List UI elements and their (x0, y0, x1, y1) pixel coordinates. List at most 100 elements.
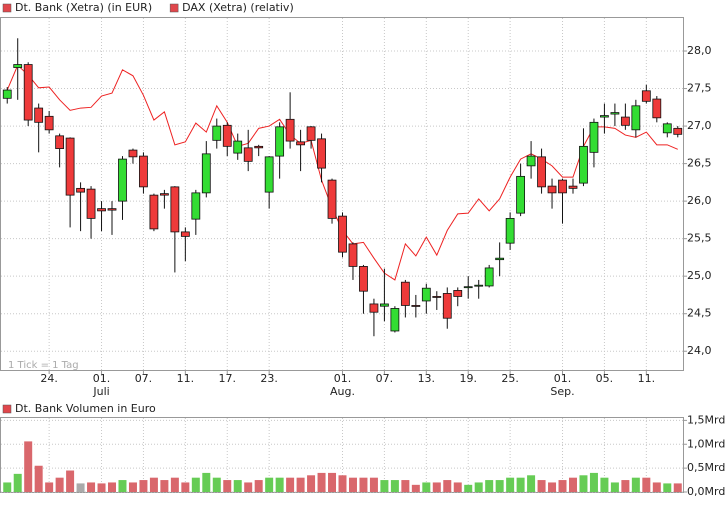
y-tick-label: 24,5 (687, 307, 712, 320)
legend-swatch (2, 404, 12, 414)
volume-bar (286, 477, 295, 492)
candle-body (369, 303, 379, 313)
volume-bar (348, 477, 357, 492)
volume-bar (160, 480, 169, 492)
candle-body (44, 115, 54, 131)
candle-body (484, 267, 494, 287)
candle-body (170, 186, 180, 233)
volume-bar (128, 482, 137, 492)
y-tick-label: 1,0Mrd (687, 437, 725, 450)
price-panel (0, 17, 684, 371)
candle-body (243, 147, 253, 162)
candle-body (474, 284, 484, 287)
volume-bar (13, 473, 22, 492)
y-tick-label: 27,0 (687, 119, 712, 132)
volume-bar (474, 482, 483, 492)
candle-body (275, 126, 285, 157)
volume-bar (254, 480, 263, 492)
volume-bar (589, 472, 598, 492)
candle-body (264, 156, 274, 193)
candle-body (180, 231, 190, 237)
x-tick-label: 01. (554, 372, 572, 385)
volume-bar (558, 480, 567, 492)
volume-bar (673, 483, 682, 492)
candle-body (191, 192, 201, 220)
volume-bar (317, 472, 326, 492)
volume-bar (485, 480, 494, 492)
candle-body (390, 308, 400, 332)
volume-bar (66, 470, 75, 492)
volume-bar (464, 484, 473, 492)
candle-body (589, 121, 599, 153)
x-tick-label: 05. (596, 372, 614, 385)
volume-bar (600, 477, 609, 492)
candle-body (76, 187, 85, 193)
volume-bar (663, 483, 672, 492)
candle-body (610, 112, 620, 115)
volume-bar (652, 482, 661, 492)
volume-bar (338, 475, 347, 492)
volume-bar (579, 475, 588, 492)
y-tick-label: 25,5 (687, 232, 712, 245)
candle-body (516, 175, 526, 214)
x-tick-label: 01. (93, 372, 111, 385)
candle-body (296, 141, 305, 146)
candle-body (2, 89, 12, 99)
legend-label: DAX (Xetra) (relativ) (182, 1, 294, 14)
volume-bar (265, 477, 274, 492)
x-month-label: Juli (92, 385, 109, 398)
x-tick-label: 07. (376, 372, 394, 385)
volume-bar (170, 477, 179, 492)
volume-bar (506, 477, 515, 492)
y-tick-label: 1,5Mrd (687, 413, 725, 426)
y-tick-label: 0,0Mrd (687, 485, 725, 498)
candle-body (254, 145, 264, 149)
candle-body (463, 286, 473, 289)
volume-bar (181, 482, 190, 492)
candle-body (149, 194, 159, 230)
volume-bar (87, 482, 96, 492)
candle-body (631, 105, 641, 131)
tick-note: 1 Tick = 1 Tag (8, 360, 79, 371)
candle-body (55, 135, 65, 149)
volume-bar (411, 484, 420, 492)
volume-bar (516, 477, 525, 492)
y-tick-label: 26,0 (687, 194, 712, 207)
candle-body (212, 125, 222, 141)
candle-body (600, 115, 609, 118)
volume-bar (108, 482, 117, 492)
volume-bar (621, 480, 630, 492)
candle-body (380, 303, 389, 307)
legend-swatch (169, 3, 179, 13)
candle-body (442, 293, 452, 319)
candle-body (348, 243, 358, 267)
x-tick-label: 19. (459, 372, 477, 385)
volume-bar (97, 483, 106, 492)
candle-body (86, 188, 96, 219)
volume-bar (34, 465, 43, 492)
volume-bar (527, 475, 536, 492)
candle-body (537, 156, 546, 188)
y-tick-label: 24,0 (687, 344, 712, 357)
x-tick-label: 11. (638, 372, 656, 385)
volume-bar (275, 477, 284, 492)
candle-body (453, 290, 463, 297)
candle-body (495, 257, 505, 261)
candle-body (233, 140, 243, 154)
candle-body (579, 145, 588, 184)
candle-body (118, 158, 127, 202)
volume-bar (610, 482, 619, 492)
candle-body (139, 155, 148, 188)
volume-bar (568, 477, 577, 492)
candle-body (526, 155, 536, 167)
volume-bar (548, 482, 557, 492)
candle-body (65, 137, 75, 196)
x-tick-label: 11. (177, 372, 195, 385)
volume-bar (118, 480, 127, 492)
candle-body (652, 98, 662, 119)
candle-body (306, 126, 316, 141)
x-tick-label: 24. (40, 372, 58, 385)
candle-body (421, 287, 431, 302)
x-tick-label: 13. (418, 372, 436, 385)
